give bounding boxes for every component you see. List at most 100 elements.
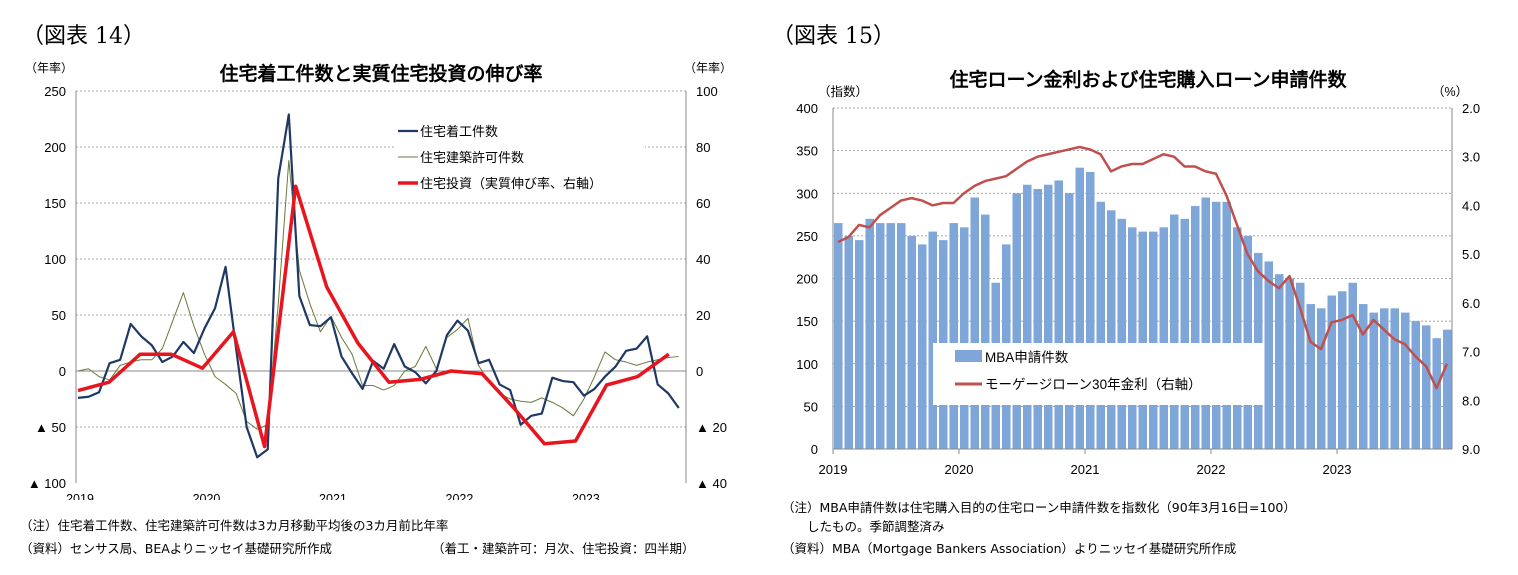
chart1-note: （注）住宅着工件数、住宅建築許可件数は3カ月移動平均後の3カ月前比年率 — [20, 518, 449, 533]
y2-tick-label: ▲ 40 — [696, 476, 727, 491]
bar-mba-applications — [1180, 218, 1189, 449]
bar-mba-applications — [1348, 282, 1357, 449]
chart-housing-starts: 住宅着工件数と実質住宅投資の伸び率（年率） （年率）250200150100500… — [25, 60, 732, 500]
y-tick-label: 350 — [796, 144, 818, 159]
x-tick-label: 2021 — [319, 492, 347, 500]
bar-mba-applications — [1033, 188, 1042, 450]
bar-mba-applications — [1369, 312, 1378, 449]
y-tick-label: 150 — [796, 314, 818, 329]
bar-mba-applications — [1096, 201, 1105, 449]
bar-mba-applications — [1327, 295, 1336, 449]
bar-mba-applications — [886, 223, 895, 449]
x-tick-label: 2020 — [945, 462, 974, 477]
y2-tick-label: 40 — [696, 252, 710, 267]
bar-mba-applications — [1012, 193, 1021, 449]
y2-tick-label: 6.0 — [1462, 296, 1480, 311]
bar-mba-applications — [1264, 261, 1273, 449]
bar-mba-applications — [1243, 235, 1252, 449]
bar-mba-applications — [981, 214, 990, 449]
bar-mba-applications — [1275, 274, 1284, 449]
y2-tick-label: 20 — [696, 308, 710, 323]
bar-mba-applications — [970, 197, 979, 449]
series-building-permits-line — [77, 159, 679, 430]
legend-label: 住宅建築許可件数 — [420, 150, 524, 165]
legend-box — [395, 118, 645, 198]
y2-tick-label: 2.0 — [1462, 101, 1480, 116]
chart-title: 住宅ローン金利および住宅購入ローン申請件数 — [949, 68, 1347, 91]
y2-tick-label: 100 — [696, 84, 718, 99]
legend-swatch-bar — [955, 350, 982, 362]
bar-mba-applications — [1422, 325, 1431, 449]
legend-label: モーゲージローン30年金利（右軸） — [985, 377, 1202, 392]
bar-mba-applications — [1159, 227, 1168, 449]
y-tick-label: 150 — [44, 196, 66, 211]
bar-mba-applications — [1401, 312, 1410, 449]
x-tick-label: 2023 — [1323, 462, 1352, 477]
bar-mba-applications — [907, 235, 916, 449]
y-axis-label: （指数） — [818, 84, 868, 99]
y-tick-label: 0 — [59, 364, 66, 379]
bar-mba-applications — [1086, 171, 1095, 449]
bar-mba-applications — [865, 218, 874, 449]
x-tick-label: 2021 — [1071, 462, 1100, 477]
y-tick-label: 100 — [796, 357, 818, 372]
bar-mba-applications — [1201, 197, 1210, 449]
bar-mba-applications — [1075, 167, 1084, 450]
bar-mba-applications — [918, 244, 927, 449]
y2-tick-label: 9.0 — [1462, 442, 1480, 457]
figure-14-label: （図表 14） — [22, 24, 145, 49]
x-tick-label: 2019 — [819, 462, 848, 477]
bar-mba-applications — [1191, 206, 1200, 449]
y2-tick-label: 3.0 — [1462, 150, 1480, 165]
bar-mba-applications — [1222, 201, 1231, 449]
chart1-source: （資料）センサス局、BEAよりニッセイ基礎研究所作成 — [20, 541, 333, 556]
bar-mba-applications — [1054, 180, 1063, 449]
bar-mba-applications — [876, 223, 885, 449]
y-tick-label: 100 — [44, 252, 66, 267]
chart1-frequency-note: （着工・建築許可：月次、住宅投資：四半期） — [432, 541, 695, 556]
y-tick-label: 50 — [804, 399, 818, 414]
x-tick-label: 2022 — [1197, 462, 1226, 477]
series-housing-starts-line — [77, 113, 680, 459]
y2-tick-label: 60 — [696, 196, 710, 211]
bar-mba-applications — [1138, 231, 1147, 449]
chart-title: 住宅着工件数と実質住宅投資の伸び率 — [219, 62, 542, 85]
y2-tick-label: 0 — [696, 364, 703, 379]
bar-mba-applications — [1212, 201, 1221, 449]
legend-label: 住宅投資（実質伸び率、右軸） — [420, 176, 602, 191]
bar-mba-applications — [897, 223, 906, 449]
y-tick-label: 200 — [796, 272, 818, 287]
y-tick-label: ▲ 100 — [28, 476, 66, 491]
bar-mba-applications — [1296, 282, 1305, 449]
y-tick-label: 250 — [796, 229, 818, 244]
y-tick-label: 0 — [811, 442, 818, 457]
y-tick-label: 300 — [796, 186, 818, 201]
bar-mba-applications — [1359, 304, 1368, 449]
bar-mba-applications — [949, 223, 958, 449]
y-tick-label: 200 — [44, 140, 66, 155]
bar-mba-applications — [1233, 227, 1242, 449]
x-tick-label: 2020 — [193, 492, 221, 500]
bar-mba-applications — [1443, 329, 1452, 449]
bar-mba-applications — [1432, 338, 1441, 449]
bar-mba-applications — [928, 231, 937, 449]
y-tick-label: 400 — [796, 101, 818, 116]
bar-mba-applications — [1390, 308, 1399, 449]
bar-mba-applications — [1149, 231, 1158, 449]
y2-tick-label: 80 — [696, 140, 710, 155]
bar-mba-applications — [1128, 227, 1137, 449]
x-tick-label: 2019 — [66, 492, 94, 500]
bar-mba-applications — [1044, 184, 1053, 449]
chart2-note-cont: したもの。季節調整済み — [782, 519, 945, 534]
bar-mba-applications — [1306, 304, 1315, 449]
bar-mba-applications — [1285, 278, 1294, 449]
bar-mba-applications — [960, 227, 969, 449]
y-tick-label: ▲ 50 — [35, 420, 66, 435]
legend-box — [933, 343, 1264, 405]
chart2-source: （資料）MBA（Mortgage Bankers Association）よりニ… — [782, 541, 1237, 556]
x-tick-label: 2022 — [446, 492, 474, 500]
y2-tick-label: ▲ 20 — [696, 420, 727, 435]
y2-tick-label: 4.0 — [1462, 198, 1480, 213]
series-residential-investment-line — [77, 184, 670, 449]
y2-axis-label: （年率） — [684, 60, 732, 75]
